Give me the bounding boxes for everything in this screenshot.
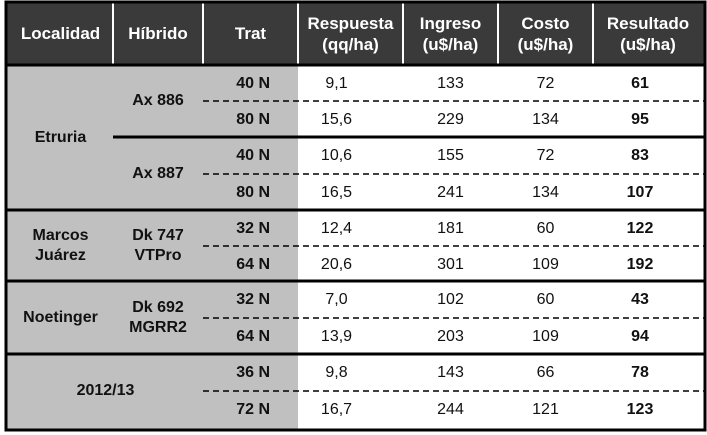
cell-resultado: 192 <box>626 255 654 273</box>
header-trat: Trat <box>234 24 267 44</box>
cell-trat: 32 N <box>236 290 270 308</box>
cell-ingreso: 241 <box>437 183 464 201</box>
cell-resultado: 95 <box>631 110 649 128</box>
cell-resultado: 94 <box>631 327 649 345</box>
header-costo: Costo (u$/ha) <box>517 13 574 54</box>
localidad-etruria: Etruria <box>34 128 87 146</box>
cell-costo: 134 <box>532 183 559 201</box>
cell-trat: 80 N <box>236 110 270 128</box>
cell-ingreso: 102 <box>437 290 464 308</box>
cell-respuesta: 12,4 <box>320 219 353 237</box>
cell-trat: 64 N <box>236 255 270 273</box>
cell-respuesta: 16,7 <box>320 400 353 418</box>
cell-ingreso: 143 <box>437 363 464 381</box>
cell-ingreso: 133 <box>437 74 464 92</box>
cell-trat: 64 N <box>236 327 270 345</box>
localidad-noetinger: Noetinger <box>23 308 98 326</box>
localidad-marcos-juarez: Marcos Juárez <box>32 226 89 264</box>
left-panel-background <box>6 65 298 430</box>
cell-respuesta: 15,6 <box>320 110 353 128</box>
cell-ingreso: 301 <box>437 255 464 273</box>
cell-resultado: 83 <box>631 146 649 164</box>
cell-trat: 36 N <box>236 363 270 381</box>
cell-respuesta: 7,0 <box>325 290 348 308</box>
cell-costo: 121 <box>532 400 559 418</box>
cell-resultado: 78 <box>631 363 649 381</box>
cell-resultado: 43 <box>631 290 649 308</box>
hibrido-ax-886: Ax 886 <box>132 92 184 109</box>
cell-respuesta: 16,5 <box>320 183 353 201</box>
cell-costo: 72 <box>536 146 555 164</box>
header-localidad: Localidad <box>20 24 101 44</box>
cell-respuesta: 13,9 <box>320 327 353 345</box>
cell-trat: 72 N <box>236 400 270 418</box>
hibrido-dk-747: Dk 747 VTPro <box>132 226 184 264</box>
cell-ingreso: 181 <box>437 219 464 237</box>
cell-ingreso: 155 <box>437 146 464 164</box>
hibrido-ax-887: Ax 887 <box>132 164 184 182</box>
cell-resultado: 123 <box>626 400 654 418</box>
cell-trat: 80 N <box>236 183 270 201</box>
cell-trat: 40 N <box>236 146 270 164</box>
cell-resultado: 61 <box>631 74 649 92</box>
cell-resultado: 107 <box>626 183 654 201</box>
table-border <box>4 0 707 432</box>
cell-costo: 109 <box>532 255 559 273</box>
cell-costo: 134 <box>532 110 559 128</box>
cell-ingreso: 203 <box>437 327 464 345</box>
header-ingreso: Ingreso (u$/ha) <box>419 13 482 54</box>
hibrido-dk-692: Dk 692 MGRR2 <box>129 298 187 336</box>
cell-ingreso: 244 <box>437 400 464 418</box>
header-hibrido: Híbrido <box>128 24 188 44</box>
cell-trat: 40 N <box>236 74 270 92</box>
cell-respuesta: 10,6 <box>320 146 353 164</box>
header-background <box>6 2 705 65</box>
cell-ingreso: 229 <box>437 110 464 128</box>
cell-respuesta: 20,6 <box>320 255 353 273</box>
cell-costo: 60 <box>536 219 555 237</box>
cell-respuesta: 9,1 <box>325 74 348 92</box>
cell-costo: 66 <box>536 363 555 381</box>
header-resultado: Resultado (u$/ha) <box>606 13 690 54</box>
cell-respuesta: 9,8 <box>325 363 348 381</box>
cell-trat: 32 N <box>236 219 270 237</box>
header-respuesta: Respuesta (qq/ha) <box>307 13 394 54</box>
cell-costo: 72 <box>536 74 555 92</box>
cell-costo: 109 <box>532 327 559 345</box>
localidad-campaign: 2012/13 <box>76 381 135 399</box>
cell-costo: 60 <box>536 290 555 308</box>
cell-resultado: 122 <box>626 219 654 237</box>
